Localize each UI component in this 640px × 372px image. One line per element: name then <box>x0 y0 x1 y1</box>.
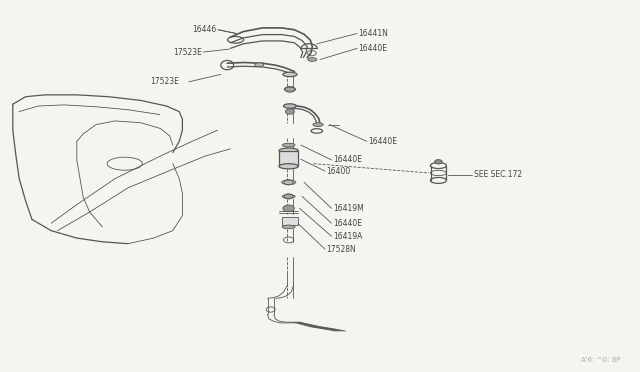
Text: 16419A: 16419A <box>333 232 362 241</box>
Ellipse shape <box>308 58 317 61</box>
Ellipse shape <box>279 148 298 153</box>
Circle shape <box>435 160 442 164</box>
Ellipse shape <box>282 195 295 198</box>
Text: SEE SEC.172: SEE SEC.172 <box>474 170 522 179</box>
Ellipse shape <box>284 104 296 108</box>
Ellipse shape <box>282 225 295 229</box>
Text: 16440E: 16440E <box>358 44 387 53</box>
Bar <box>279 151 298 166</box>
Ellipse shape <box>255 63 264 67</box>
Text: 16440E: 16440E <box>333 219 362 228</box>
Text: 16440E: 16440E <box>368 137 397 146</box>
Text: 17523E: 17523E <box>173 48 202 57</box>
Text: 17528N: 17528N <box>326 245 356 254</box>
Text: 16440E: 16440E <box>333 155 362 164</box>
Ellipse shape <box>282 143 295 147</box>
Ellipse shape <box>282 180 296 185</box>
Ellipse shape <box>283 72 297 77</box>
Text: 16419M: 16419M <box>333 204 364 213</box>
Text: A'6: ^0: 8P: A'6: ^0: 8P <box>581 357 621 363</box>
Text: 16446: 16446 <box>192 25 216 34</box>
Circle shape <box>285 109 294 114</box>
Ellipse shape <box>279 164 298 169</box>
Text: 16441N: 16441N <box>358 29 388 38</box>
Circle shape <box>283 205 294 212</box>
Text: 17523E: 17523E <box>150 77 179 86</box>
Text: 16400: 16400 <box>326 167 351 176</box>
Bar <box>282 217 298 225</box>
Ellipse shape <box>313 123 323 126</box>
Ellipse shape <box>284 87 296 91</box>
